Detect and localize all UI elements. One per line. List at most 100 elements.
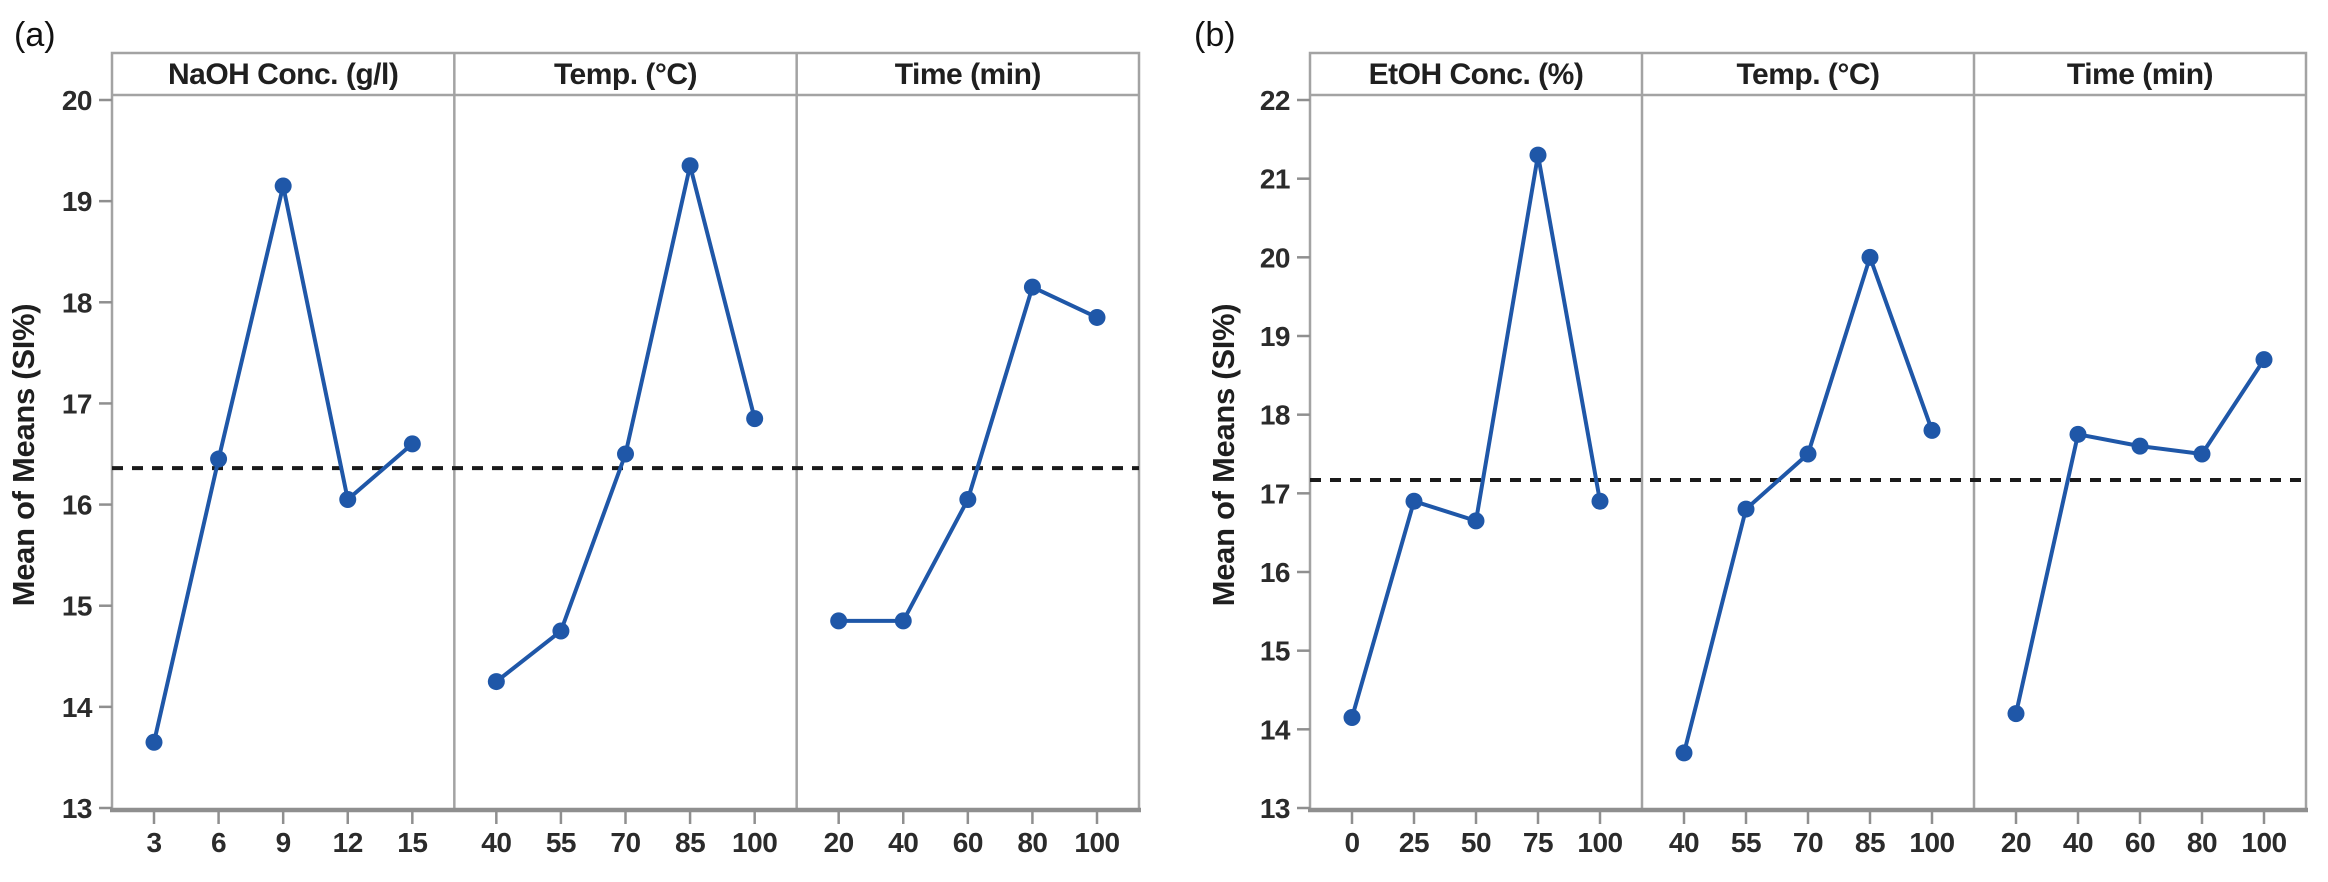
y-tick-label: 19 (1260, 321, 1290, 352)
data-point-marker (2007, 705, 2025, 723)
x-tick-label: 9 (276, 827, 291, 858)
y-tick-label: 21 (1260, 164, 1290, 195)
y-tick-label: 14 (62, 692, 93, 723)
y-tick-label: 20 (1260, 242, 1290, 273)
x-tick-label: 75 (1523, 827, 1553, 858)
y-tick-label: 20 (62, 85, 92, 116)
subfigure-label-a: (a) (14, 16, 56, 54)
y-tick-label: 16 (1260, 557, 1290, 588)
series-line (494, 163, 757, 684)
data-point-marker (1467, 512, 1485, 530)
data-point-marker (746, 410, 764, 428)
y-tick-label: 16 (62, 490, 92, 521)
data-point-marker (830, 612, 848, 630)
x-tick-label: 20 (2001, 827, 2031, 858)
series-line (2014, 357, 2266, 716)
x-tick-label: 70 (1793, 827, 1823, 858)
x-tick-label: 6 (211, 827, 226, 858)
y-tick-label: 13 (1260, 793, 1290, 824)
data-point-marker (339, 491, 357, 509)
data-point-marker (1799, 445, 1817, 463)
panel-header-label: Time (min) (895, 58, 1041, 91)
data-point-marker (403, 435, 421, 453)
data-point-marker (1023, 278, 1041, 296)
data-point-marker (1088, 308, 1106, 326)
data-point-marker (2131, 437, 2149, 455)
y-axis-title-a: Mean of Means (SI%) (6, 304, 41, 607)
data-point-marker (2255, 351, 2273, 369)
x-tick-label: 12 (333, 827, 363, 858)
x-tick-label: 70 (610, 827, 640, 858)
y-tick-label: 17 (62, 388, 92, 419)
data-point-marker (1343, 709, 1361, 727)
main-effects-plot-b: 13 14 15 16 17 18 19 20 21 22 EtOH Conc. (%) 0 25 50 7… (1194, 16, 2308, 858)
panel-header-label: NaOH Conc. (g/l) (168, 58, 398, 91)
x-tick-label: 85 (1855, 827, 1885, 858)
x-tick-label: 40 (481, 827, 511, 858)
x-tick-label: 40 (888, 827, 918, 858)
x-tick-label: 15 (397, 827, 427, 858)
y-tick-label: 17 (1260, 478, 1290, 509)
data-point-marker (2069, 425, 2087, 443)
x-tick-label: 0 (1344, 827, 1359, 858)
x-tick-label: 40 (1669, 827, 1699, 858)
y-tick-label: 14 (1260, 714, 1291, 745)
data-point-marker (145, 733, 163, 751)
x-tick-label: 100 (1577, 827, 1622, 858)
panel-header-label: Temp. (°C) (1736, 58, 1879, 91)
data-point-marker (1861, 248, 1879, 266)
x-tick-label: 25 (1399, 827, 1429, 858)
x-tick-label: 60 (2125, 827, 2155, 858)
x-tick-label: 40 (2063, 827, 2093, 858)
plot-frame (110, 51, 1141, 812)
subfigure-label-b: (b) (1194, 16, 1236, 54)
x-tick-label: 80 (2187, 827, 2217, 858)
data-point-marker (2193, 445, 2211, 463)
y-tick-label: 15 (1260, 636, 1290, 667)
data-point-marker (1405, 492, 1423, 510)
x-tick-label: 55 (546, 827, 576, 858)
data-point-marker (1923, 421, 1941, 439)
panel-header-label: EtOH Conc. (%) (1369, 58, 1584, 91)
data-point-marker (617, 445, 634, 463)
data-point-marker (1675, 744, 1693, 762)
y-tick-label: 13 (62, 793, 92, 824)
x-tick-label: 100 (1074, 827, 1119, 858)
generated-plot-b: 13 14 15 16 17 18 19 20 21 22 EtOH Conc. (%) 0 25 50 7… (1260, 51, 2308, 858)
y-tick-label: 18 (62, 287, 92, 318)
main-effects-plot-a: 13 14 15 16 17 18 19 20 NaOH Conc. (g/l) 3 6 9 12 15 T… (6, 16, 1141, 858)
x-tick-label: 100 (2241, 827, 2286, 858)
x-tick-label: 80 (1017, 827, 1047, 858)
x-tick-label: 100 (1909, 827, 1954, 858)
data-point-marker (210, 450, 228, 468)
y-tick-label: 19 (62, 186, 92, 217)
y-tick-label: 22 (1260, 85, 1290, 116)
data-point-marker (894, 612, 912, 630)
x-tick-label: 55 (1731, 827, 1761, 858)
plot-frame (1308, 51, 2308, 812)
generated-plot-a: 13 14 15 16 17 18 19 20 NaOH Conc. (g/l) 3 6 9 12 15 T… (62, 51, 1141, 858)
x-tick-label: 3 (146, 827, 161, 858)
x-tick-label: 85 (675, 827, 705, 858)
data-point-marker (1529, 146, 1547, 164)
y-axis-title-b: Mean of Means (SI%) (1206, 304, 1241, 607)
data-point-marker (274, 177, 292, 195)
x-tick-label: 50 (1461, 827, 1491, 858)
data-point-marker (681, 157, 699, 175)
x-tick-label: 100 (732, 827, 777, 858)
y-tick-label: 18 (1260, 400, 1290, 431)
data-point-marker (1737, 500, 1755, 518)
data-point-marker (487, 673, 505, 691)
data-point-marker (959, 491, 977, 509)
series-line (836, 285, 1099, 623)
series-line (1350, 153, 1602, 720)
x-tick-label: 60 (953, 827, 983, 858)
series-line (1682, 255, 1934, 755)
panel-header-label: Time (min) (2067, 58, 2213, 91)
x-tick-label: 20 (824, 827, 854, 858)
y-tick-label: 15 (62, 591, 92, 622)
panel-header-label: Temp. (°C) (554, 58, 697, 91)
data-point-marker (552, 622, 570, 640)
data-point-marker (1591, 492, 1609, 510)
